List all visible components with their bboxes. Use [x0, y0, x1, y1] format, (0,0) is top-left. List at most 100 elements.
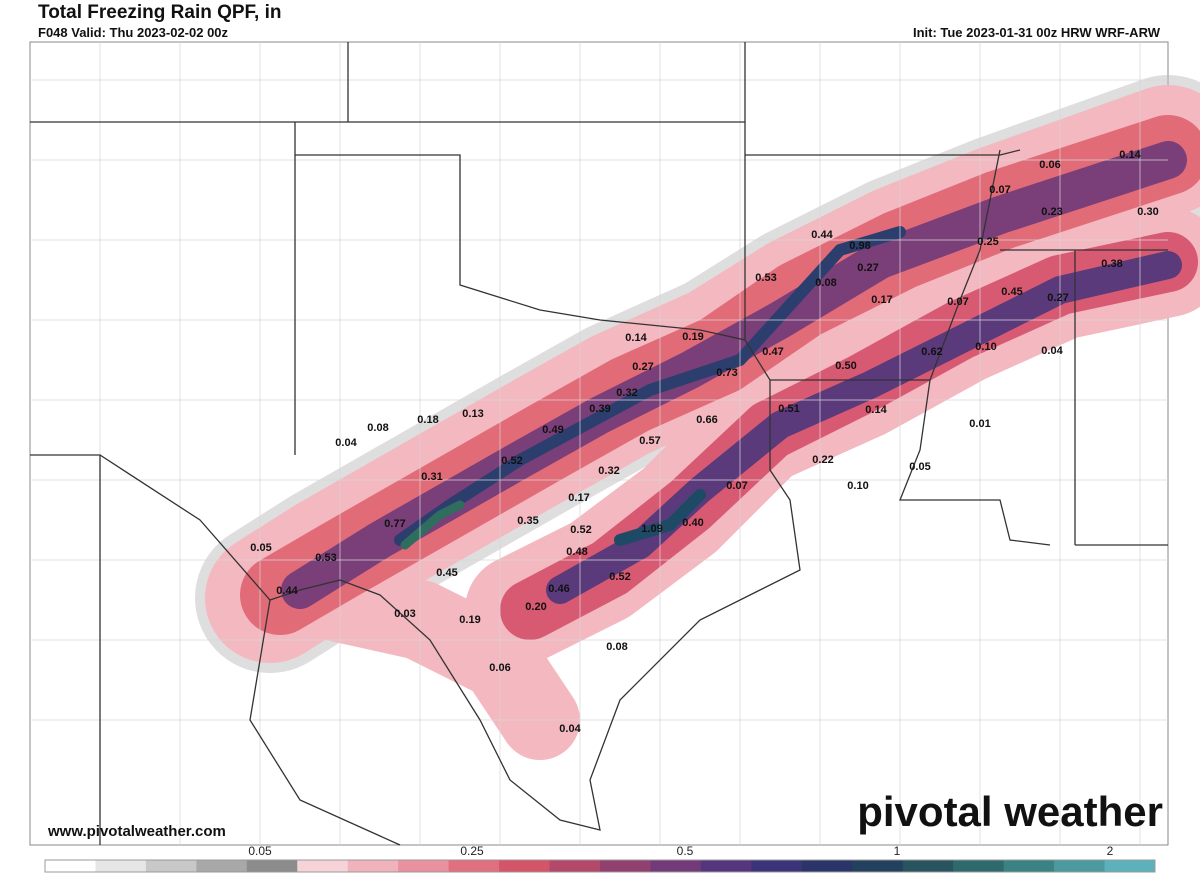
value-label: 0.04 — [559, 723, 581, 735]
value-label: 0.23 — [1041, 206, 1062, 218]
colorbar-tick-label: 0.05 — [248, 844, 272, 858]
colorbar: 0.05 0.25 0.5 1 2 — [44, 844, 1156, 873]
value-label: 0.17 — [568, 492, 589, 504]
website: www.pivotalweather.com — [47, 823, 226, 840]
value-label: 0.07 — [989, 184, 1010, 196]
value-label: 0.10 — [975, 341, 996, 353]
colorbar-swatch — [246, 860, 298, 872]
colorbar-swatch — [650, 860, 702, 872]
value-label: 0.05 — [909, 461, 930, 473]
colorbar-swatch — [902, 860, 954, 872]
value-label: 0.19 — [459, 614, 480, 626]
value-label: 0.77 — [384, 518, 405, 530]
value-label: 0.30 — [1137, 206, 1158, 218]
value-label: 0.32 — [616, 387, 637, 399]
value-label: 0.07 — [726, 480, 747, 492]
value-label: 0.14 — [625, 332, 647, 344]
value-label: 0.53 — [755, 272, 776, 284]
value-label: 0.05 — [250, 542, 271, 554]
value-label: 0.48 — [566, 546, 587, 558]
colorbar-tick-label: 0.25 — [460, 844, 484, 858]
value-label: 0.20 — [525, 601, 546, 613]
value-label: 0.31 — [421, 471, 442, 483]
value-label: 0.40 — [682, 517, 703, 529]
value-label: 0.13 — [462, 408, 483, 420]
colorbar-swatch — [801, 860, 853, 872]
colorbar-tick-label: 2 — [1107, 844, 1114, 858]
value-label: 0.57 — [639, 435, 660, 447]
value-label: 0.14 — [1119, 149, 1141, 161]
value-label: 0.18 — [417, 414, 438, 426]
colorbar-swatch — [751, 860, 803, 872]
colorbar-swatch — [347, 860, 399, 872]
colorbar-swatch — [1104, 860, 1156, 872]
value-label: 0.10 — [847, 480, 868, 492]
value-label: 0.45 — [1001, 286, 1022, 298]
valid-time: F048 Valid: Thu 2023-02-02 00z — [38, 25, 229, 40]
value-label: 0.45 — [436, 567, 457, 579]
map: 0.06 0.14 0.07 0.23 0.30 0.44 0.98 0.25 0.27 0.38… — [29, 41, 1200, 846]
value-label: 0.44 — [276, 585, 298, 597]
value-label: 0.66 — [696, 414, 717, 426]
colorbar-swatch — [145, 860, 197, 872]
colorbar-tick-label: 1 — [894, 844, 901, 858]
colorbar-swatch — [448, 860, 500, 872]
colorbar-swatch — [852, 860, 904, 872]
value-label: 0.47 — [762, 346, 783, 358]
value-label: 0.04 — [335, 437, 357, 449]
colorbar-tick-label: 0.5 — [677, 844, 694, 858]
state-borders — [30, 42, 1168, 846]
colorbar-swatch — [95, 860, 147, 872]
init-time: Init: Tue 2023-01-31 00z HRW WRF-ARW — [913, 25, 1161, 40]
value-label: 0.08 — [606, 641, 627, 653]
value-label: 0.06 — [1039, 159, 1060, 171]
value-label: 0.51 — [778, 403, 799, 415]
value-label: 0.38 — [1101, 258, 1122, 270]
value-label: 0.50 — [835, 360, 856, 372]
value-label: 1.09 — [641, 523, 662, 535]
value-label: 0.08 — [815, 277, 836, 289]
colorbar-swatch — [953, 860, 1005, 872]
value-label: 0.01 — [969, 418, 990, 430]
value-label: 0.14 — [865, 404, 887, 416]
value-label: 0.46 — [548, 583, 569, 595]
value-label: 0.32 — [598, 465, 619, 477]
colorbar-swatch — [196, 860, 248, 872]
value-label: 0.52 — [501, 455, 522, 467]
value-label: 0.53 — [315, 552, 336, 564]
colorbar-swatch — [600, 860, 651, 872]
value-label: 0.17 — [871, 294, 892, 306]
value-label: 0.22 — [812, 454, 833, 466]
value-label: 0.04 — [1041, 345, 1063, 357]
value-label: 0.73 — [716, 367, 737, 379]
colorbar-swatch — [499, 860, 551, 872]
colorbar-swatch — [700, 860, 752, 872]
value-label: 0.07 — [947, 296, 968, 308]
value-label: 0.62 — [921, 346, 942, 358]
value-label: 0.25 — [977, 236, 998, 248]
colorbar-swatch — [1054, 860, 1106, 872]
precip-swath — [195, 75, 1200, 760]
value-label: 0.52 — [609, 571, 630, 583]
value-label: 0.44 — [811, 229, 833, 241]
colorbar-swatch — [398, 860, 450, 872]
value-labels: 0.06 0.14 0.07 0.23 0.30 0.44 0.98 0.25 0.27 0.38… — [250, 149, 1158, 735]
value-label: 0.19 — [682, 331, 703, 343]
value-label: 0.49 — [542, 424, 563, 436]
title: Total Freezing Rain QPF, in — [38, 2, 282, 23]
value-label: 0.52 — [570, 524, 591, 536]
value-label: 0.27 — [857, 262, 878, 274]
colorbar-swatch — [1003, 860, 1055, 872]
value-label: 0.08 — [367, 422, 388, 434]
colorbar-swatch — [297, 860, 349, 872]
value-label: 0.03 — [394, 608, 415, 620]
value-label: 0.98 — [849, 240, 870, 252]
logo: pivotal weather — [857, 788, 1163, 835]
value-label: 0.27 — [632, 361, 653, 373]
value-label: 0.06 — [489, 662, 510, 674]
value-label: 0.27 — [1047, 292, 1068, 304]
colorbar-swatch — [549, 860, 601, 872]
value-label: 0.39 — [589, 403, 610, 415]
